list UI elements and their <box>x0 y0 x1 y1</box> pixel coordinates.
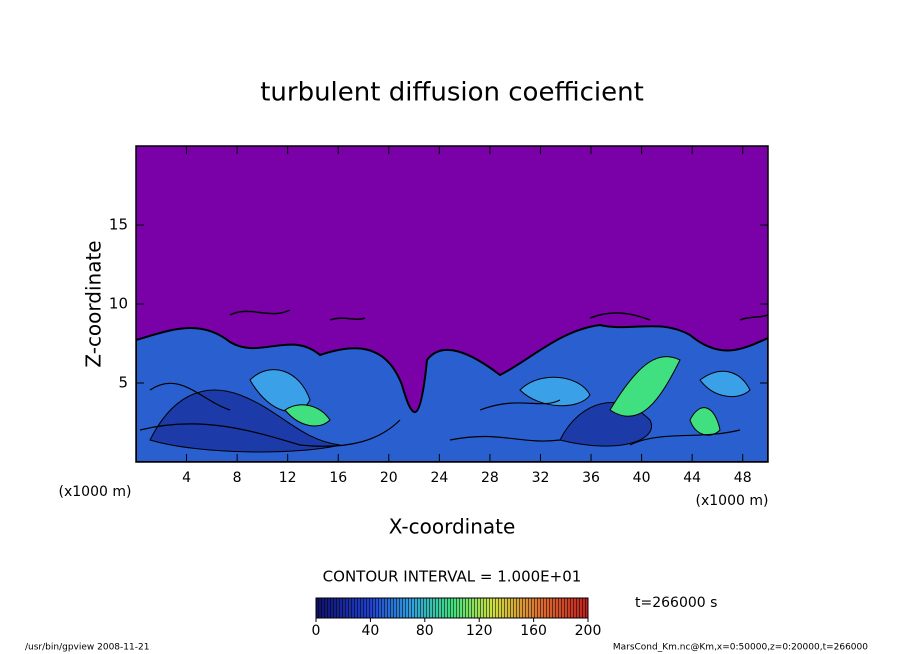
x-tick-label: 24 <box>430 470 448 486</box>
y-tick-label: 10 <box>109 295 128 313</box>
y-tick-label: 15 <box>109 216 128 234</box>
x-tick-label: 48 <box>734 470 752 486</box>
x-tick-label: 44 <box>683 470 701 486</box>
colorbar-levels <box>316 598 588 618</box>
y-tick-label: 5 <box>118 374 128 392</box>
x-tick-label: 32 <box>532 470 550 486</box>
x-tick-label: 12 <box>279 470 297 486</box>
colorbar-tick-label: 0 <box>312 623 321 639</box>
colorbar-tick-label: 40 <box>361 623 379 639</box>
colorbar-tick-label: 120 <box>466 623 493 639</box>
x-tick-label: 8 <box>233 470 242 486</box>
footer-left: /usr/bin/gpview 2008-11-21 <box>25 643 149 653</box>
colorbar-tick-label: 160 <box>520 623 547 639</box>
x-tick-label: 36 <box>582 470 600 486</box>
contour-field <box>136 146 768 462</box>
x-tick-label: 28 <box>481 470 499 486</box>
time-label: t=266000 s <box>635 595 717 611</box>
footer-right: MarsCond_Km.nc@Km,x=0:50000,z=0:20000,t=… <box>613 643 868 653</box>
x-tick-label: 4 <box>182 470 191 486</box>
field-region <box>284 356 721 436</box>
field-contour <box>229 309 768 321</box>
x-tick-label: 16 <box>329 470 347 486</box>
colorbar-tick-label: 200 <box>575 623 602 639</box>
y-axis-unit: (x1000 m) <box>59 484 132 500</box>
x-axis-unit: (x1000 m) <box>696 493 769 509</box>
colorbar-frame <box>315 597 589 619</box>
colorbar-tick-label: 80 <box>416 623 434 639</box>
y-axis-label: Z-coordinate <box>82 240 106 367</box>
field-region <box>149 389 652 453</box>
field-contour <box>139 382 741 447</box>
x-tick-label: 40 <box>633 470 651 486</box>
chart-title: turbulent diffusion coefficient <box>260 78 644 108</box>
contour-interval: CONTOUR INTERVAL = 1.000E+01 <box>323 568 582 586</box>
x-tick-label: 20 <box>380 470 398 486</box>
x-axis-label: X-coordinate <box>389 515 516 539</box>
